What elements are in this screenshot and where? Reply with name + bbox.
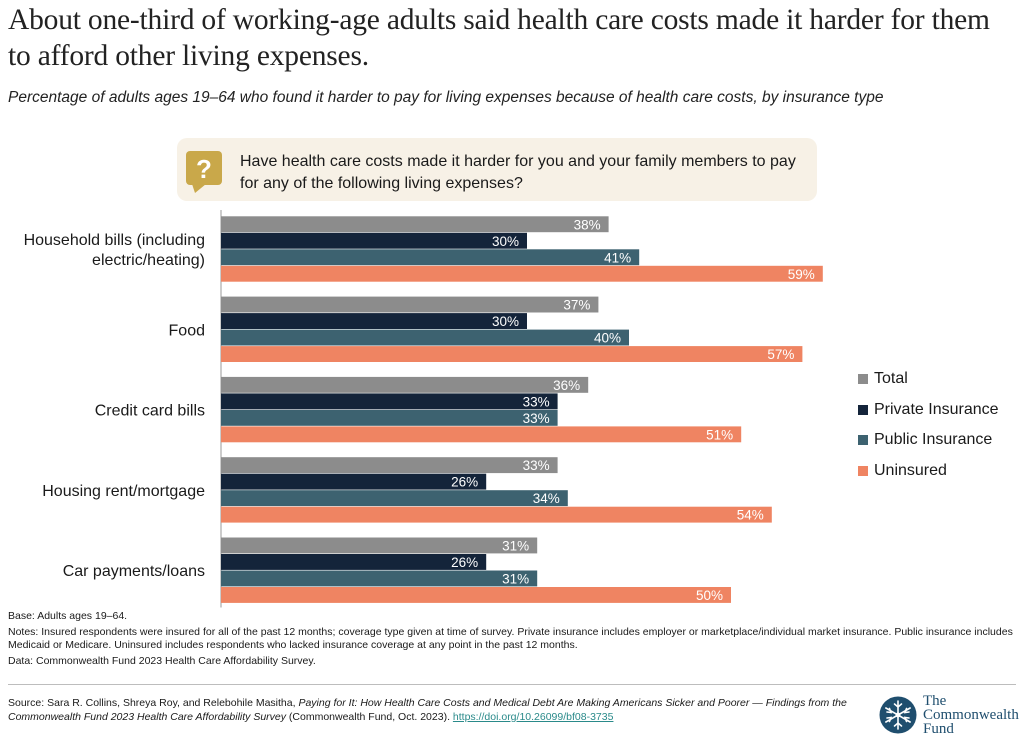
bar-total-household-bills-including-electric-heating: [221, 216, 609, 233]
legend-label-private: Private Insurance: [874, 400, 999, 418]
legend-item-uninsured: Uninsured: [858, 456, 999, 487]
data-label-uninsured-credit-card-bills: 51%: [706, 427, 733, 442]
bar-public-insurance-car-payments-loans: [221, 570, 538, 587]
snowflake-emblem-icon: [879, 696, 917, 734]
category-label-credit-card-bills: Credit card bills: [95, 403, 205, 420]
data-label-public-insurance-credit-card-bills: 33%: [523, 411, 550, 426]
data-label-total-household-bills-including-electric-heating: 38%: [574, 217, 601, 232]
category-label-food: Food: [169, 322, 205, 339]
question-box: ? Have health care costs made it harder …: [177, 138, 817, 201]
svg-text:?: ?: [196, 154, 212, 184]
source-doi-link[interactable]: https://doi.org/10.26099/bf08-3735: [452, 711, 614, 723]
bar-private-insurance-car-payments-loans: [221, 554, 487, 570]
legend-label-total: Total: [874, 370, 908, 388]
chart-notes: Base: Adults ages 19–64. Notes: Insured …: [8, 610, 1018, 670]
data-label-total-housing-rent-mortgage: 33%: [523, 458, 550, 473]
data-label-private-insurance-car-payments-loans: 26%: [451, 555, 478, 570]
chart-title: About one-third of working-age adults sa…: [8, 4, 990, 72]
source-suffix: (Commonwealth Fund, Oct. 2023).: [286, 711, 453, 723]
data-label-public-insurance-household-bills-including-electric-heating: 41%: [604, 250, 631, 265]
bar-total-car-payments-loans: [221, 537, 538, 554]
data-label-uninsured-food: 57%: [767, 347, 794, 362]
brand-logo: The Commonwealth Fund: [879, 693, 1019, 737]
bar-total-credit-card-bills: [221, 376, 589, 393]
brand-line-2: Commonwealth: [923, 707, 1019, 723]
question-text: Have health care costs made it harder fo…: [240, 153, 796, 192]
legend-item-total: Total: [858, 364, 999, 395]
data-label-uninsured-housing-rent-mortgage: 54%: [737, 508, 764, 523]
question-mark-icon: ?: [186, 151, 222, 193]
data-label-private-insurance-housing-rent-mortgage: 26%: [451, 475, 478, 490]
note-data: Data: Commonwealth Fund 2023 Health Care…: [8, 654, 316, 667]
bar-private-insurance-household-bills-including-electric-heating: [221, 232, 527, 249]
bar-public-insurance-household-bills-including-electric-heating: [221, 249, 640, 266]
category-label-car-payments-loans: Car payments/loans: [63, 563, 205, 580]
bar-uninsured-credit-card-bills: [221, 426, 742, 443]
data-label-total-credit-card-bills: 36%: [553, 378, 580, 393]
chart-subtitle: Percentage of adults ages 19–64 who foun…: [8, 89, 884, 106]
bar-private-insurance-food: [221, 313, 527, 329]
bar-total-food: [221, 296, 599, 313]
legend-item-public: Public Insurance: [858, 425, 999, 456]
bar-uninsured-car-payments-loans: [221, 587, 731, 603]
bar-uninsured-household-bills-including-electric-heating: [221, 265, 823, 282]
data-label-total-food: 37%: [563, 298, 590, 313]
source-title: Paying for It: How Health Care Costs and…: [8, 697, 847, 723]
legend-swatch-private: [858, 404, 868, 415]
brand-line-3: Fund: [923, 721, 954, 737]
source-prefix: Source: Sara R. Collins, Shreya Roy, and…: [8, 697, 299, 709]
legend-swatch-total: [858, 374, 868, 385]
legend-label-uninsured: Uninsured: [874, 461, 947, 479]
data-label-public-insurance-food: 40%: [594, 331, 621, 346]
brand-name: The Commonwealth Fund: [923, 693, 1019, 737]
bar-public-insurance-food: [221, 329, 629, 346]
bar-total-housing-rent-mortgage: [221, 457, 558, 474]
note-base: Base: Adults ages 19–64.: [8, 610, 128, 622]
data-label-private-insurance-credit-card-bills: 33%: [523, 394, 550, 409]
data-label-private-insurance-food: 30%: [492, 314, 519, 329]
category-label-household-bills-including-electric-heating: Household bills (including electric/heati…: [24, 232, 205, 269]
bar-uninsured-food: [221, 346, 803, 362]
bar-private-insurance-housing-rent-mortgage: [221, 473, 487, 490]
legend-swatch-uninsured: [858, 465, 868, 476]
bar-uninsured-housing-rent-mortgage: [221, 506, 772, 523]
data-label-uninsured-car-payments-loans: 50%: [696, 588, 723, 603]
bar-private-insurance-credit-card-bills: [221, 393, 558, 410]
bar-public-insurance-housing-rent-mortgage: [221, 490, 568, 507]
data-label-private-insurance-household-bills-including-electric-heating: 30%: [492, 234, 519, 249]
category-label-housing-rent-mortgage: Housing rent/mortgage: [42, 483, 205, 500]
brand-line-1: The: [923, 693, 947, 709]
bar-chart: Household bills (including electric/heati…: [24, 210, 823, 608]
note-details: Notes: Insured respondents were insured …: [8, 625, 1013, 652]
legend-item-private: Private Insurance: [858, 395, 999, 426]
data-label-total-car-payments-loans: 31%: [502, 538, 529, 553]
data-label-public-insurance-housing-rent-mortgage: 34%: [533, 491, 560, 506]
legend-label-public: Public Insurance: [874, 431, 993, 449]
data-label-uninsured-household-bills-including-electric-heating: 59%: [788, 267, 815, 282]
chart-legend: Total Private Insurance Public Insurance…: [858, 364, 999, 486]
bar-public-insurance-credit-card-bills: [221, 409, 558, 426]
source-citation: Source: Sara R. Collins, Shreya Roy, and…: [8, 696, 848, 724]
data-label-public-insurance-car-payments-loans: 31%: [502, 571, 529, 586]
legend-swatch-public: [858, 435, 868, 446]
footer-divider: [8, 684, 1016, 685]
